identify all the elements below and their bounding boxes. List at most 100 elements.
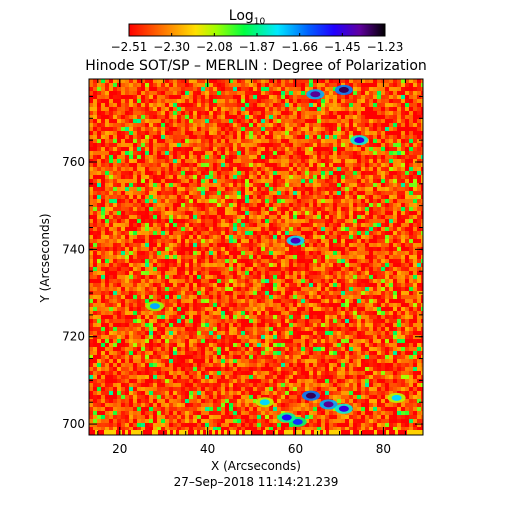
heatmap-cell — [193, 135, 197, 139]
heatmap-cell — [353, 243, 357, 247]
heatmap-cell — [153, 275, 157, 279]
heatmap-cell — [97, 303, 101, 307]
heatmap-cell — [213, 263, 217, 267]
heatmap-cell — [281, 127, 285, 131]
heatmap-cell — [177, 307, 181, 311]
heatmap-cell — [97, 287, 101, 291]
heatmap-cell — [129, 243, 133, 247]
heatmap-cell — [401, 295, 405, 299]
heatmap-cell — [369, 251, 373, 255]
heatmap-cell — [269, 235, 273, 239]
heatmap-cell — [297, 111, 301, 115]
heatmap-cell — [365, 151, 369, 155]
heatmap-cell — [405, 239, 409, 243]
heatmap-cell — [129, 295, 133, 299]
heatmap-cell — [125, 115, 129, 119]
heatmap-cell — [145, 159, 149, 163]
heatmap-cell — [297, 119, 301, 123]
heatmap-cell — [257, 99, 261, 103]
heatmap-cell — [237, 163, 241, 167]
heatmap-cell — [157, 135, 161, 139]
heatmap-cell — [101, 103, 105, 107]
heatmap-cell — [281, 119, 285, 123]
heatmap-cell — [293, 231, 297, 235]
heatmap-cell — [397, 247, 401, 251]
heatmap-cell — [413, 311, 417, 315]
heatmap-cell — [301, 311, 305, 315]
heatmap-cell — [381, 259, 385, 263]
heatmap-cell — [105, 279, 109, 283]
heatmap-cell — [209, 243, 213, 247]
heatmap-cell — [205, 199, 209, 203]
heatmap-cell — [405, 83, 409, 87]
heatmap-cell — [225, 291, 229, 295]
heatmap-cell — [405, 259, 409, 263]
heatmap-cell — [281, 243, 285, 247]
heatmap-cell — [89, 163, 93, 167]
heatmap-cell — [361, 187, 365, 191]
heatmap-cell — [325, 79, 329, 83]
heatmap-cell — [201, 79, 205, 83]
heatmap-cell — [109, 115, 113, 119]
heatmap-cell — [281, 111, 285, 115]
heatmap-cell — [385, 227, 389, 231]
heatmap-cell — [245, 187, 249, 191]
heatmap-cell — [153, 119, 157, 123]
heatmap-cell — [233, 83, 237, 87]
heatmap-cell — [125, 239, 129, 243]
heatmap-cell — [281, 91, 285, 95]
heatmap-cell — [165, 139, 169, 143]
heatmap-cell — [213, 179, 217, 183]
heatmap-cell — [165, 175, 169, 179]
heatmap-cell — [269, 103, 273, 107]
heatmap-cell — [169, 143, 173, 147]
heatmap-cell — [245, 155, 249, 159]
heatmap-cell — [365, 195, 369, 199]
heatmap-cell — [281, 299, 285, 303]
heatmap-cell — [137, 191, 141, 195]
heatmap-cell — [269, 187, 273, 191]
heatmap-cell — [89, 187, 93, 191]
heatmap-cell — [169, 207, 173, 211]
heatmap-cell — [349, 159, 353, 163]
heatmap-cell — [129, 223, 133, 227]
heatmap-cell — [253, 107, 257, 111]
heatmap-cell — [393, 83, 397, 87]
heatmap-cell — [101, 175, 105, 179]
heatmap-cell — [225, 155, 229, 159]
heatmap-cell — [341, 295, 345, 299]
heatmap-cell — [321, 135, 325, 139]
heatmap-cell — [189, 135, 193, 139]
heatmap-cell — [345, 275, 349, 279]
heatmap-cell — [417, 87, 421, 91]
heatmap-cell — [277, 107, 281, 111]
heatmap-cell — [249, 107, 253, 111]
heatmap-cell — [141, 111, 145, 115]
heatmap-cell — [297, 183, 301, 187]
heatmap-cell — [257, 163, 261, 167]
heatmap-cell — [349, 175, 353, 179]
heatmap-cell — [217, 107, 221, 111]
heatmap-cell — [313, 275, 317, 279]
heatmap-cell — [145, 279, 149, 283]
heatmap-cell — [157, 223, 161, 227]
heatmap-cell — [133, 291, 137, 295]
heatmap-cell — [373, 247, 377, 251]
heatmap-cell — [117, 203, 121, 207]
heatmap-cell — [165, 291, 169, 295]
heatmap-cell — [297, 151, 301, 155]
heatmap-cell — [349, 143, 353, 147]
heatmap-cell — [361, 91, 365, 95]
heatmap-cell — [205, 131, 209, 135]
heatmap-cell — [105, 227, 109, 231]
heatmap-cell — [129, 215, 133, 219]
heatmap-cell — [209, 211, 213, 215]
heatmap-cell — [321, 119, 325, 123]
heatmap-cell — [209, 79, 213, 83]
heatmap-cell — [365, 95, 369, 99]
heatmap-cell — [201, 183, 205, 187]
heatmap-cell — [385, 163, 389, 167]
heatmap-cell — [277, 287, 281, 291]
heatmap-cell — [177, 199, 181, 203]
heatmap-cell — [413, 215, 417, 219]
